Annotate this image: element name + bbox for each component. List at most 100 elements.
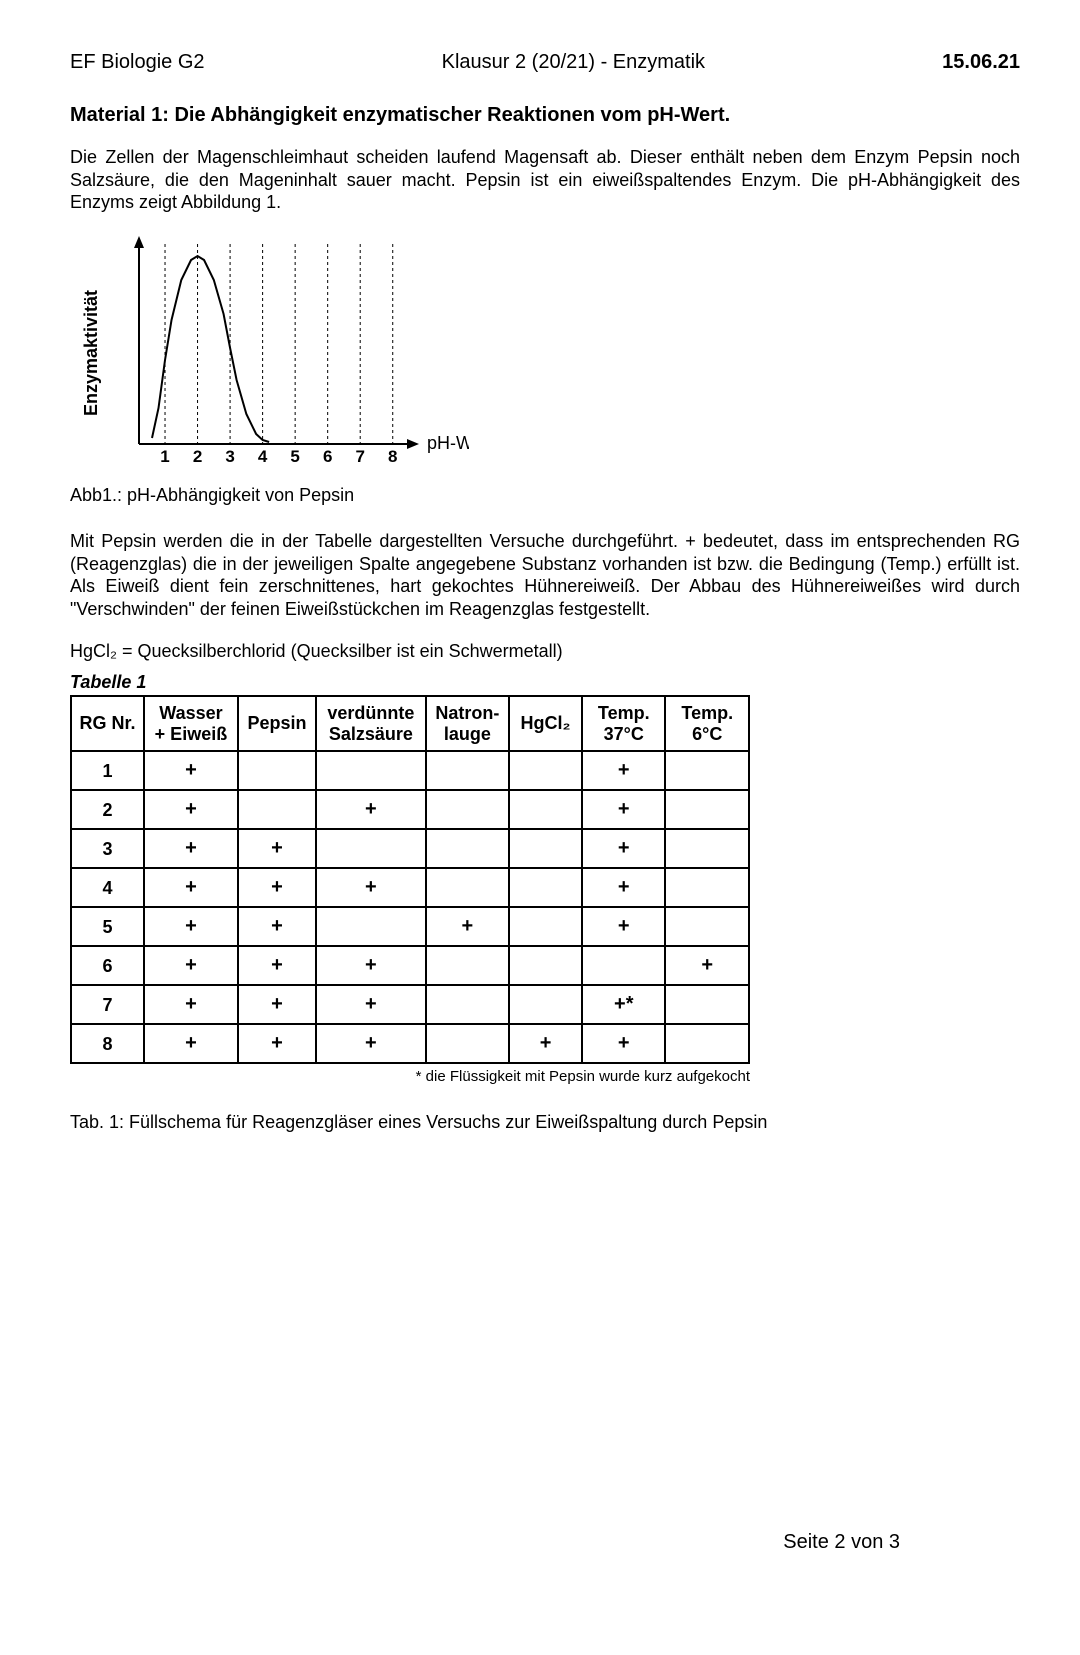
table-cell (426, 946, 509, 985)
table-cell: 3 (71, 829, 144, 868)
table-cell: + (582, 790, 665, 829)
table-cell: 2 (71, 790, 144, 829)
table-cell: + (316, 946, 426, 985)
svg-text:6: 6 (322, 447, 331, 466)
table-cell: + (238, 829, 316, 868)
experiment-table: RG Nr.Wasser+ EiweißPepsinverdünnteSalzs… (70, 695, 750, 1064)
table-title: Tabelle 1 (70, 671, 1020, 694)
table-cell (238, 790, 316, 829)
table-cell: + (144, 907, 238, 946)
table-cell (509, 868, 582, 907)
chart-svg: 12345678pH-Wert (109, 234, 469, 474)
intro-paragraph: Die Zellen der Magenschleimhaut scheiden… (70, 146, 1020, 214)
table-cell: 4 (71, 868, 144, 907)
table-cell: + (582, 1024, 665, 1063)
table-header-cell: verdünnteSalzsäure (316, 696, 426, 751)
table-header-cell: Temp.6°C (665, 696, 749, 751)
table-cell (509, 985, 582, 1024)
table-cell: + (144, 829, 238, 868)
table-cell (509, 907, 582, 946)
table-cell: + (316, 868, 426, 907)
table-cell (665, 751, 749, 790)
table-cell: + (665, 946, 749, 985)
explain-paragraph: Mit Pepsin werden die in der Tabelle dar… (70, 530, 1020, 620)
svg-text:5: 5 (290, 447, 299, 466)
table-header-cell: HgCl₂ (509, 696, 582, 751)
table-cell: 6 (71, 946, 144, 985)
table-cell (509, 790, 582, 829)
svg-text:7: 7 (355, 447, 364, 466)
table-cell: + (238, 985, 316, 1024)
table-cell: + (238, 1024, 316, 1063)
table-cell (238, 751, 316, 790)
table-cell: + (316, 790, 426, 829)
hgcl2-note: HgCl₂ = Quecksilberchlorid (Quecksilber … (70, 640, 1020, 663)
svg-text:1: 1 (160, 447, 169, 466)
table-cell: + (582, 907, 665, 946)
header-left: EF Biologie G2 (70, 50, 205, 75)
table-cell (426, 1024, 509, 1063)
table-cell: + (316, 985, 426, 1024)
table-row: 7++++* (71, 985, 749, 1024)
table-cell: + (238, 907, 316, 946)
table-cell (426, 985, 509, 1024)
table-cell: + (144, 868, 238, 907)
table-cell (509, 829, 582, 868)
table-row: 4++++ (71, 868, 749, 907)
page-header: EF Biologie G2 Klausur 2 (20/21) - Enzym… (70, 50, 1020, 75)
table-cell: 5 (71, 907, 144, 946)
table-header-cell: Natron-lauge (426, 696, 509, 751)
table-cell (665, 985, 749, 1024)
table-cell: + (316, 1024, 426, 1063)
table-cell: + (582, 751, 665, 790)
table-cell: + (509, 1024, 582, 1063)
table-cell (316, 907, 426, 946)
table-cell: + (238, 868, 316, 907)
svg-text:8: 8 (388, 447, 397, 466)
table-row: 6++++ (71, 946, 749, 985)
page-number: Seite 2 von 3 (783, 1530, 900, 1555)
table-row: 2+++ (71, 790, 749, 829)
table-cell: + (144, 946, 238, 985)
table-cell (426, 790, 509, 829)
table-header-cell: Temp.37°C (582, 696, 665, 751)
table-cell (665, 868, 749, 907)
table-row: 5++++ (71, 907, 749, 946)
chart-ylabel: Enzymaktivität (80, 290, 103, 416)
table-cell (509, 946, 582, 985)
table-cell (665, 1024, 749, 1063)
table-row: 8+++++ (71, 1024, 749, 1063)
svg-text:3: 3 (225, 447, 234, 466)
table-cell: + (144, 985, 238, 1024)
table-cell (426, 751, 509, 790)
table-cell: 8 (71, 1024, 144, 1063)
table-footnote: * die Flüssigkeit mit Pepsin wurde kurz … (70, 1068, 750, 1087)
table-cell: 1 (71, 751, 144, 790)
header-center: Klausur 2 (20/21) - Enzymatik (442, 50, 705, 75)
table-cell (665, 907, 749, 946)
table-cell (582, 946, 665, 985)
table-header-cell: Pepsin (238, 696, 316, 751)
chart-caption: Abb1.: pH-Abhängigkeit von Pepsin (70, 484, 1020, 507)
table-cell (316, 751, 426, 790)
table-cell (426, 868, 509, 907)
table-cell (426, 829, 509, 868)
table-cell: 7 (71, 985, 144, 1024)
svg-text:4: 4 (257, 447, 267, 466)
table-cell (665, 829, 749, 868)
table-cell: + (582, 829, 665, 868)
table-caption: Tab. 1: Füllschema für Reagenzgläser ein… (70, 1111, 1020, 1134)
table-cell (509, 751, 582, 790)
table-cell (316, 829, 426, 868)
table-cell: + (582, 868, 665, 907)
table-cell: + (144, 751, 238, 790)
svg-text:2: 2 (192, 447, 201, 466)
material-title: Material 1: Die Abhängigkeit enzymatisch… (70, 103, 1020, 128)
table-header-cell: RG Nr. (71, 696, 144, 751)
table-cell: + (426, 907, 509, 946)
table-row: 1++ (71, 751, 749, 790)
table-cell: +* (582, 985, 665, 1024)
table-cell: + (238, 946, 316, 985)
table-row: 3+++ (71, 829, 749, 868)
table-cell: + (144, 1024, 238, 1063)
